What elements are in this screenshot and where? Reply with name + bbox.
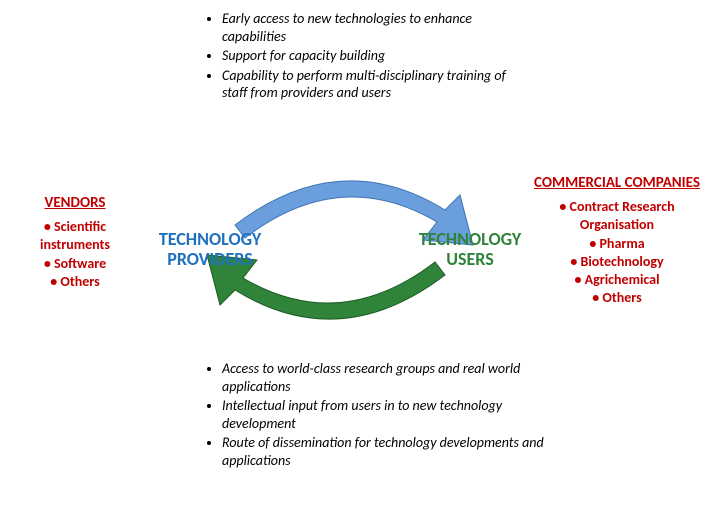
vendor-item: Software <box>10 255 140 273</box>
bottom-benefits: Access to world-class research groups an… <box>200 360 550 471</box>
bullet-item: Route of dissemination for technology de… <box>222 434 550 469</box>
node-technology-providers: TECHNOLOGY PROVIDERS <box>140 230 280 270</box>
top-bullet-list: Early access to new technologies to enha… <box>200 10 520 102</box>
bullet-item: Capability to perform multi-disciplinary… <box>222 67 520 102</box>
companies-heading: COMMERCIAL COMPANIES <box>532 175 702 192</box>
company-item: Contract Research Organisation <box>532 198 702 234</box>
bullet-item: Intellectual input from users in to new … <box>222 397 550 432</box>
companies-panel: COMMERCIAL COMPANIES Contract Research O… <box>532 175 702 307</box>
vendor-item: Scientific instruments <box>10 218 140 254</box>
node-technology-users: TECHNOLOGY USERS <box>395 230 545 270</box>
company-item: Others <box>532 289 702 307</box>
bottom-bullet-list: Access to world-class research groups an… <box>200 360 550 469</box>
bullet-item: Early access to new technologies to enha… <box>222 10 520 45</box>
vendors-panel: VENDORS Scientific instruments Software … <box>10 195 140 291</box>
company-item: Pharma <box>532 235 702 253</box>
company-item: Agrichemical <box>532 271 702 289</box>
top-benefits: Early access to new technologies to enha… <box>200 10 520 104</box>
company-item: Biotechnology <box>532 253 702 271</box>
vendor-item: Others <box>10 273 140 291</box>
bullet-item: Access to world-class research groups an… <box>222 360 550 395</box>
bullet-item: Support for capacity building <box>222 47 520 65</box>
vendors-heading: VENDORS <box>10 195 140 212</box>
